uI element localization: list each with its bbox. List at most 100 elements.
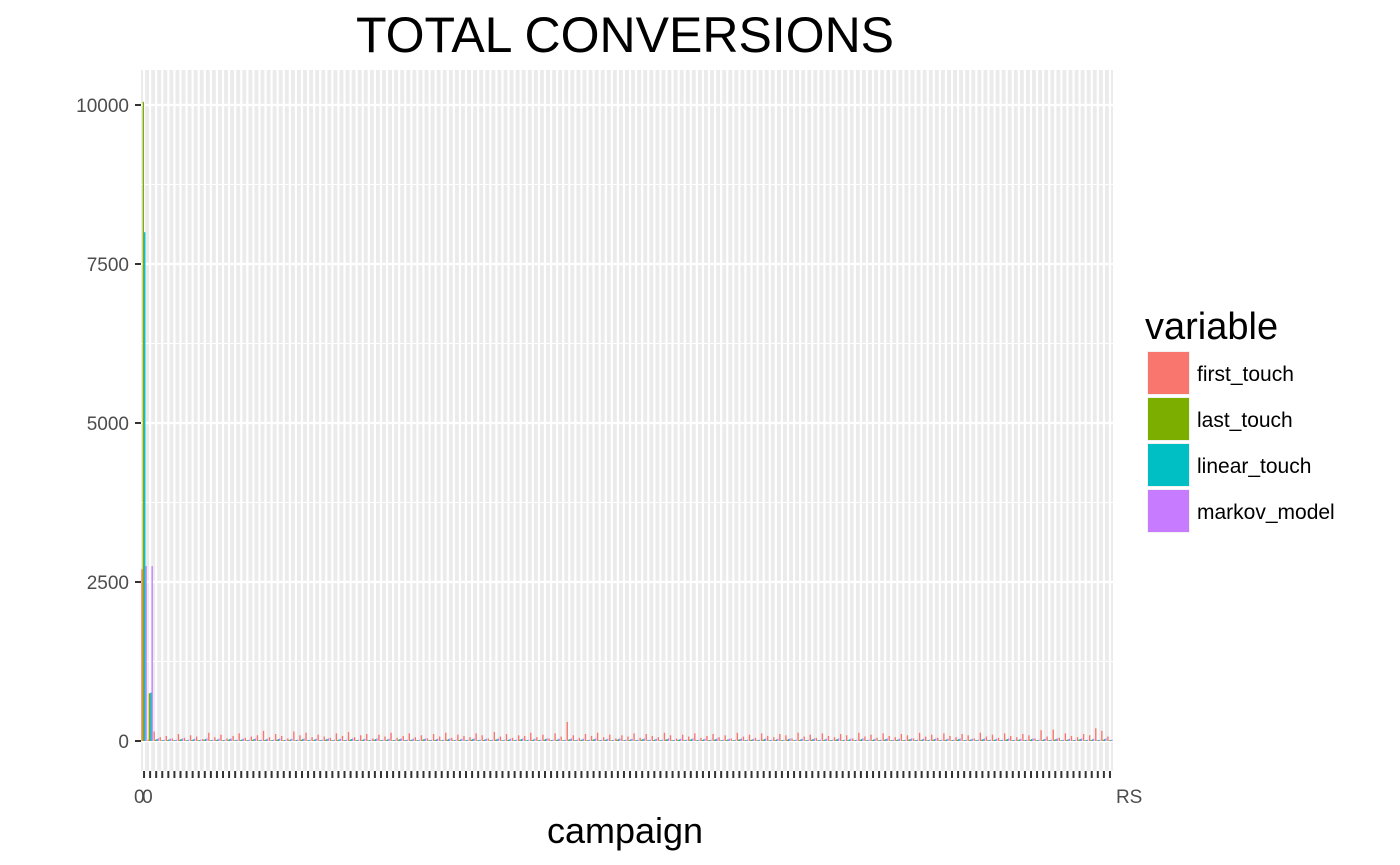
bar-linear_touch (939, 740, 942, 741)
bar-first_touch (323, 736, 325, 741)
bar-linear_touch (380, 740, 383, 741)
bar-last_touch (355, 740, 357, 741)
bar-last_touch (744, 740, 746, 741)
bar-first_touch (1046, 736, 1048, 741)
bar-first_touch (250, 736, 253, 741)
bar-linear_touch (429, 740, 431, 741)
bar-linear_touch (180, 739, 182, 741)
bar-last_touch (981, 739, 983, 741)
bar-last_touch (567, 739, 570, 741)
bar-first_touch (718, 737, 720, 741)
bar-markov_model (619, 738, 621, 741)
bar-last_touch (774, 740, 776, 741)
bar-markov_model (309, 739, 311, 741)
bar-markov_model (740, 738, 743, 741)
bar-linear_touch (994, 739, 996, 741)
bar-last_touch (968, 740, 971, 741)
bar-linear_touch (690, 739, 693, 741)
bar-linear_touch (587, 740, 589, 741)
bar-markov_model (358, 739, 360, 741)
bar-markov_model (339, 738, 342, 741)
bar-first_touch (1089, 735, 1091, 741)
bar-last_touch (525, 740, 527, 741)
bar-markov_model (1062, 739, 1065, 741)
bar-first_touch (663, 732, 666, 741)
bar-last_touch (434, 740, 436, 741)
bar-markov_model (929, 739, 931, 741)
bar-markov_model (728, 738, 730, 741)
bar-last_touch (330, 740, 333, 741)
bar-first_touch (651, 735, 653, 741)
bar-first_touch (1107, 736, 1109, 741)
bar-markov_model (248, 739, 251, 741)
bar-first_touch (736, 732, 739, 741)
bar-linear_touch (162, 740, 164, 741)
bar-linear_touch (156, 739, 158, 741)
bar-first_touch (238, 733, 240, 741)
bar-last_touch (203, 739, 205, 741)
bar-first_touch (688, 736, 690, 741)
bar-first_touch (262, 730, 265, 741)
bar-linear_touch (216, 739, 219, 741)
bar-first_touch (627, 736, 629, 741)
bar-markov_model (406, 739, 408, 741)
bar-last_touch (713, 739, 716, 741)
bar-markov_model (394, 739, 396, 741)
bar-first_touch (681, 734, 684, 741)
bar-last_touch (889, 740, 892, 741)
bar-last_touch (592, 739, 594, 741)
bar-first_touch (408, 733, 410, 741)
bar-markov_model (916, 739, 919, 741)
bar-linear_touch (459, 739, 462, 741)
x-tick-label-first: 0 (134, 787, 145, 808)
bar-last_touch (312, 740, 315, 741)
bar-markov_model (637, 739, 639, 741)
bar-linear_touch (709, 740, 711, 741)
bar-markov_model (965, 739, 967, 741)
bar-markov_model (558, 738, 560, 741)
bar-last_touch (385, 740, 388, 741)
bar-last_touch (756, 740, 758, 741)
bar-last_touch (452, 740, 454, 741)
bar-first_touch (372, 738, 374, 741)
bar-linear_touch (1103, 739, 1106, 741)
bar-markov_model (376, 738, 378, 741)
y-tick-label: 0 (118, 732, 129, 753)
bar-first_touch (536, 737, 538, 741)
bar-markov_model (1068, 738, 1071, 741)
bar-linear_touch (581, 739, 583, 741)
bar-linear_touch (551, 740, 553, 741)
bar-last_touch (859, 739, 861, 741)
bar-linear_touch (368, 740, 371, 741)
bar-last_touch (677, 740, 679, 741)
bar-linear_touch (277, 739, 280, 741)
bar-last_touch (573, 740, 576, 741)
bar-markov_model (412, 738, 415, 741)
bar-linear_touch (727, 739, 729, 741)
bar-last_touch (294, 740, 296, 741)
bar-linear_touch (757, 740, 759, 741)
bar-first_touch (949, 735, 951, 741)
bar-linear_touch (575, 740, 577, 741)
bar-last_touch (379, 740, 381, 741)
legend-swatch-first_touch (1148, 352, 1189, 394)
bar-linear_touch (1109, 740, 1112, 741)
bar-markov_model (1080, 738, 1083, 741)
bar-linear_touch (174, 740, 176, 741)
bar-first_touch (639, 737, 641, 741)
bar-first_touch (590, 735, 593, 741)
bar-markov_model (522, 738, 524, 741)
bar-markov_model (989, 739, 992, 741)
bar-markov_model (758, 739, 761, 741)
bar-last_touch (871, 740, 874, 741)
bar-linear_touch (374, 739, 377, 741)
bar-linear_touch (362, 739, 365, 741)
bar-first_touch (712, 734, 714, 741)
bar-last_touch (179, 739, 181, 741)
bar-first_touch (888, 735, 890, 741)
bar-markov_model (995, 738, 998, 741)
bar-markov_model (382, 739, 384, 741)
bar-last_touch (695, 740, 697, 741)
bar-markov_model (777, 738, 779, 741)
bar-last_touch (440, 740, 442, 741)
